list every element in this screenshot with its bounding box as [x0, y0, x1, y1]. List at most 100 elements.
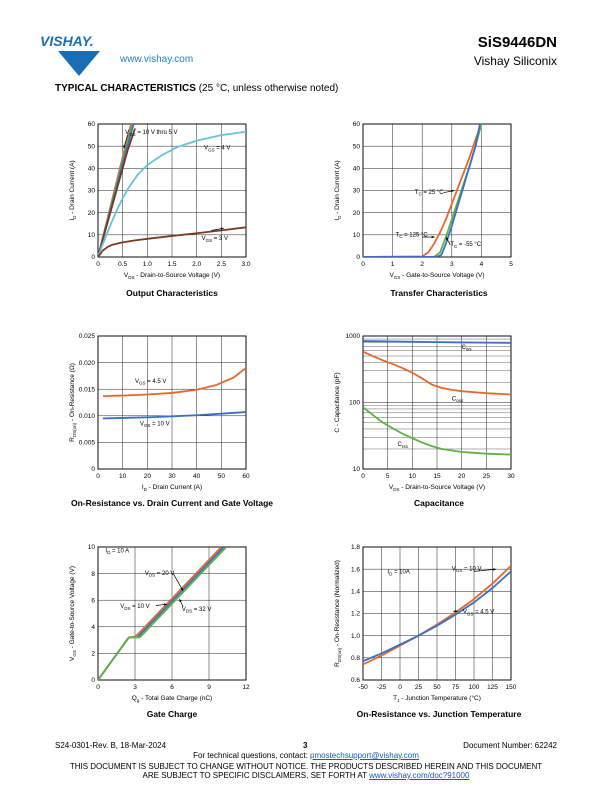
annotation-label: VGS = 4.5 V — [463, 610, 494, 617]
contact-email-link[interactable]: pmostechsupport@vishay.com — [310, 751, 419, 760]
x-tick-label: 2.0 — [192, 261, 201, 268]
y-tick-label: 0 — [356, 254, 360, 261]
annotation-label: TC = -55 °C — [450, 242, 481, 249]
series-line — [363, 350, 511, 396]
y-tick-label: 0 — [91, 254, 95, 261]
annotation-label: TC = 125 °C — [396, 232, 429, 239]
y-tick-label: 4 — [91, 624, 95, 631]
chart-title-rdson: On-Resistance vs. Drain Current and Gate… — [70, 498, 273, 508]
annotation-arrowhead — [220, 227, 224, 230]
x-tick-label: 0 — [361, 473, 365, 480]
annotation-label: VDS = 32 V — [182, 607, 211, 614]
chart-output-characteristics: 0 0.5 1.0 1.5 2.0 2.5 3.0 0 10 20 30 40 50 60 VGS = 10… — [69, 121, 251, 280]
x-tick-label: 3 — [450, 261, 454, 268]
x-axis-label: VDS - Drain-to-Source Voltage (V) — [389, 484, 485, 492]
x-tick-label: 40 — [193, 473, 201, 480]
x-tick-label: 9 — [207, 684, 211, 691]
x-tick-label: 0.5 — [118, 261, 127, 268]
y-tick-label: 0.025 — [79, 333, 96, 340]
y-tick-label: 60 — [353, 121, 361, 128]
y-tick-label: 100 — [349, 400, 360, 407]
y-tick-label: 20 — [88, 210, 96, 217]
vishay-logo: VISHAY. — [40, 33, 100, 76]
x-axis-label: ID - Drain Current (A) — [142, 484, 202, 492]
annotation-label: Crss — [398, 442, 409, 449]
plot-frame — [362, 546, 512, 681]
x-tick-label: 25 — [415, 684, 423, 691]
series-line — [98, 547, 225, 680]
annotation-arrowhead — [123, 145, 126, 149]
footer-revision: S24-0301-Rev. B, 18-Mar-2024 — [55, 741, 167, 750]
annotation-label: Coss — [452, 396, 464, 403]
y-tick-label: 0.6 — [351, 677, 360, 684]
x-tick-label: 30 — [168, 473, 176, 480]
x-tick-label: 12 — [242, 684, 250, 691]
y-tick-label: 20 — [353, 210, 361, 217]
annotation-arrow — [172, 573, 184, 592]
y-tick-label: 1.6 — [351, 566, 360, 573]
logo-text: VISHAY. — [40, 33, 94, 49]
y-tick-label: 10 — [353, 466, 361, 473]
annotation-arrowhead — [179, 598, 182, 603]
y-tick-label: 50 — [353, 143, 361, 150]
series-line — [363, 565, 511, 666]
annotation-label: VGS = 10 V — [452, 566, 482, 573]
annotation-arrowhead — [180, 587, 184, 591]
chart-title-transfer: Transfer Characteristics — [390, 288, 488, 298]
y-tick-label: 0.015 — [79, 386, 96, 393]
x-tick-label: 6 — [170, 684, 174, 691]
y-tick-label: 10 — [88, 232, 96, 239]
x-tick-label: 30 — [507, 473, 515, 480]
x-tick-label: 75 — [452, 684, 460, 691]
y-tick-label: 50 — [88, 143, 96, 150]
footer-disclaimer-2: ARE SUBJECT TO SPECIFIC DISCLAIMERS, SET… — [142, 771, 470, 780]
x-tick-label: 3.0 — [241, 261, 250, 268]
x-tick-label: 3 — [133, 684, 137, 691]
y-tick-label: 1.2 — [351, 611, 360, 618]
x-tick-label: 1.5 — [167, 261, 176, 268]
x-tick-label: 15 — [433, 473, 441, 480]
y-tick-label: 1000 — [346, 333, 361, 340]
x-tick-label: 50 — [218, 473, 226, 480]
website-link[interactable]: www.vishay.com — [120, 54, 194, 65]
y-tick-label: 10 — [353, 232, 361, 239]
logo-triangle — [58, 51, 100, 76]
x-tick-label: 2.5 — [217, 261, 226, 268]
x-tick-label: 0 — [96, 473, 100, 480]
x-tick-label: 20 — [144, 473, 152, 480]
y-tick-label: 0.020 — [79, 360, 96, 367]
annotation-arrowhead — [453, 610, 457, 613]
series-line — [363, 570, 511, 662]
y-axis-label: RDS(on) - On-Resistance (Ω) — [69, 363, 77, 442]
chart-on-resistance-current: 0 10 20 30 40 50 60 0 0.005 0.010 0.015 0.020 0.025 V… — [69, 333, 250, 492]
annotation-label: VGS = 10 V thru 5 V — [125, 130, 177, 137]
x-tick-label: 1 — [391, 261, 395, 268]
series-line — [102, 411, 246, 420]
footer-disclaimer-1: THIS DOCUMENT IS SUBJECT TO CHANGE WITHO… — [69, 762, 543, 771]
x-tick-label: 150 — [506, 684, 517, 691]
x-axis-label: TJ - Junction Temperature (°C) — [393, 694, 481, 703]
footer-document-number: Document Number: 62242 — [463, 741, 557, 750]
series-line — [98, 547, 227, 680]
x-axis-label: Qg - Total Gate Charge (nC) — [132, 695, 212, 703]
footer-page-number: 3 — [303, 741, 308, 750]
y-tick-label: 60 — [88, 121, 96, 128]
chart-title-rdson-temp: On-Resistance vs. Junction Temperature — [356, 709, 522, 719]
x-tick-label: -50 — [358, 684, 368, 691]
section-title: TYPICAL CHARACTERISTICS (25 °C, unless o… — [55, 83, 339, 94]
annotation-label: TC = 25 °C — [415, 190, 445, 197]
x-tick-label: 5 — [386, 473, 390, 480]
y-axis-label: VGS - Gate-to-Source Voltage (V) — [69, 566, 77, 661]
annotation-label: ID = 10A — [387, 570, 409, 577]
y-tick-label: 30 — [353, 188, 361, 195]
x-tick-label: 1.0 — [143, 261, 152, 268]
annotation-arrowhead — [445, 237, 449, 241]
y-tick-label: 0 — [91, 466, 95, 473]
disclaimer-link[interactable]: www.vishay.com/doc?91000 — [369, 771, 470, 780]
y-tick-label: 6 — [91, 597, 95, 604]
chart-title-gatecharge: Gate Charge — [146, 709, 198, 719]
y-tick-label: 40 — [88, 166, 96, 173]
x-tick-label: 125 — [487, 684, 498, 691]
x-tick-label: 100 — [469, 684, 480, 691]
